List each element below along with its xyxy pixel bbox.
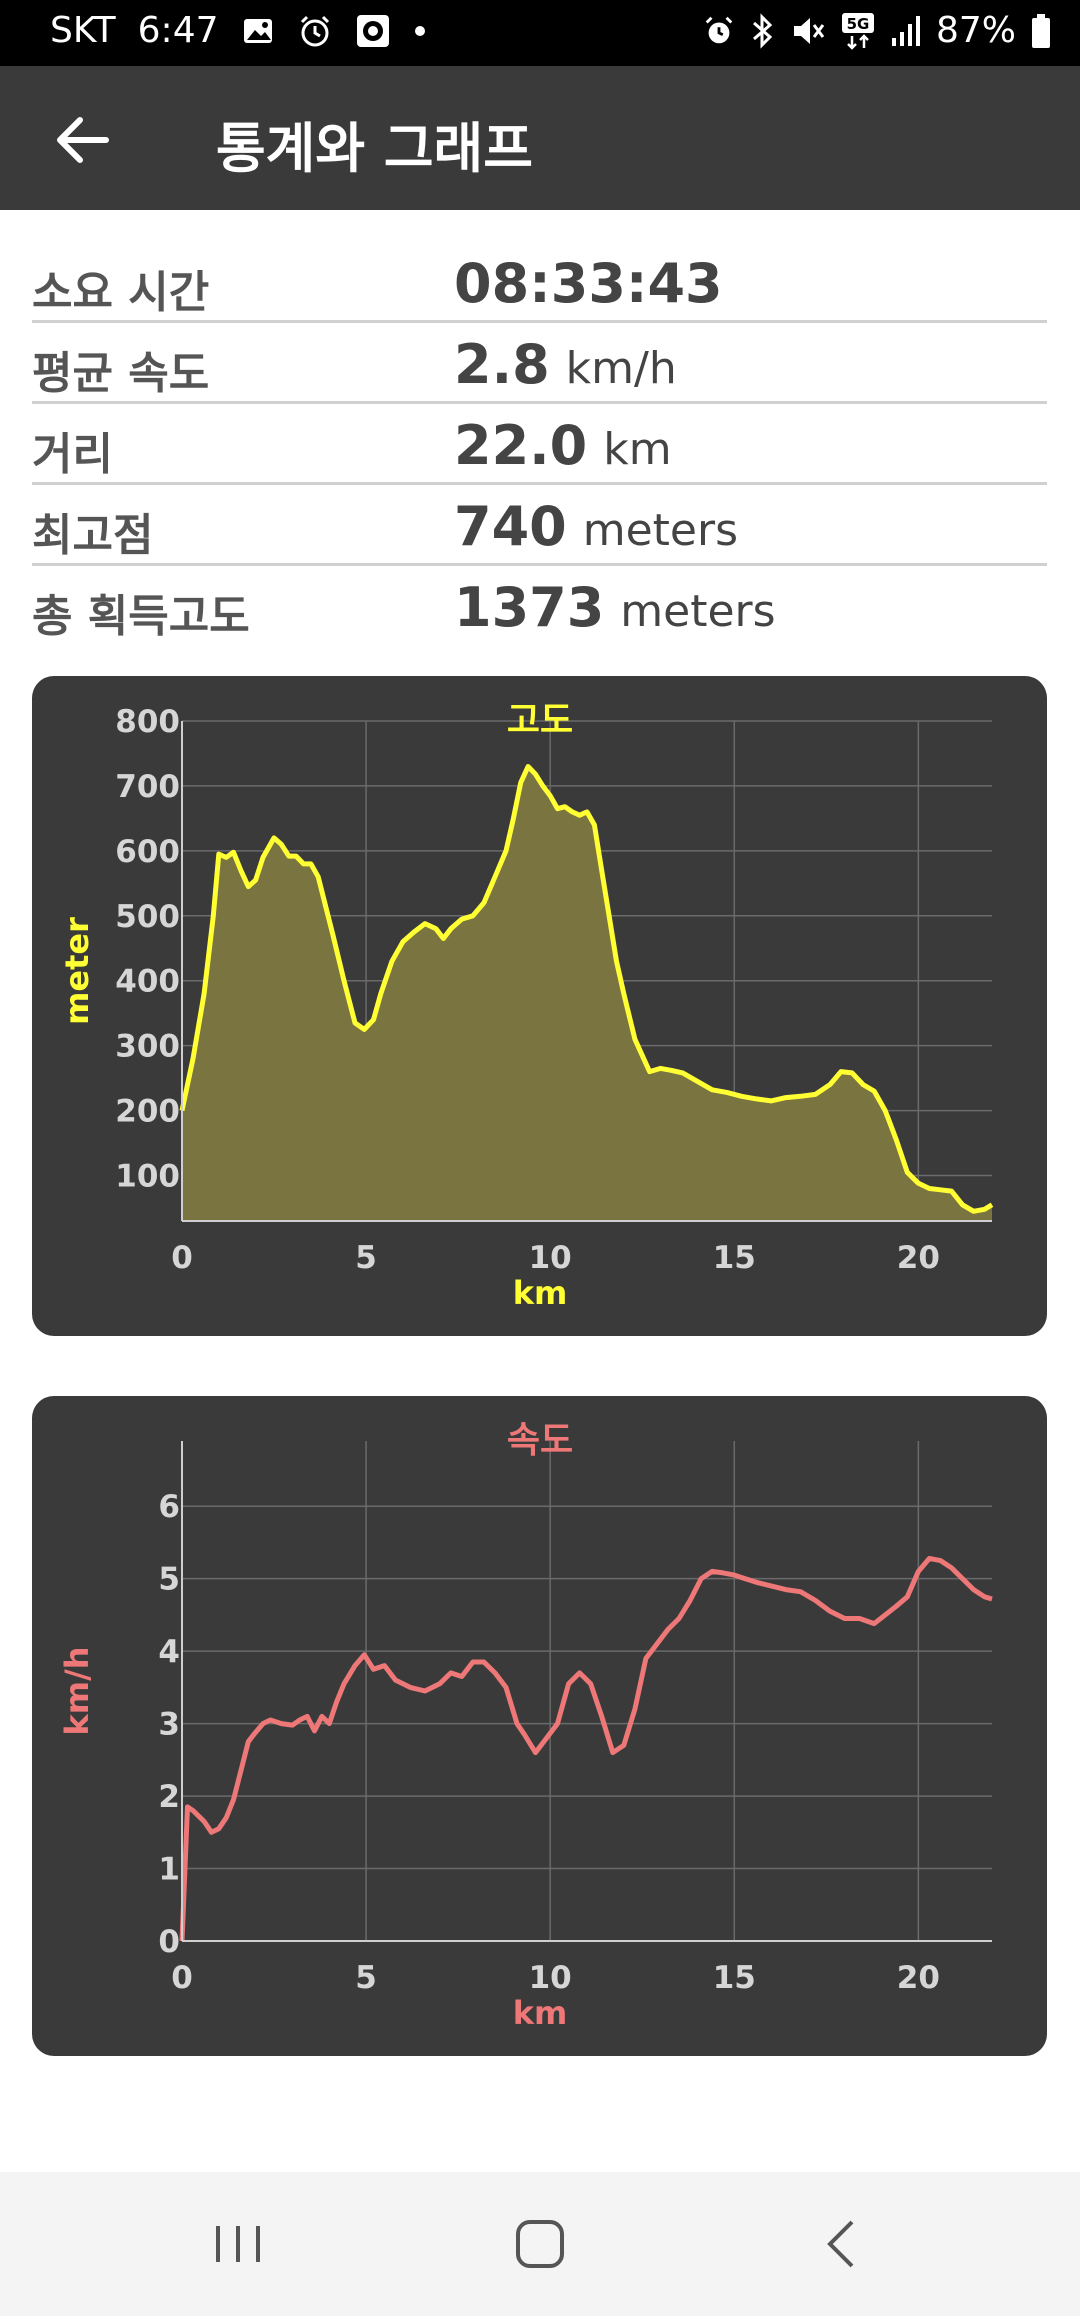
altitude-chart: 0 5 10 15 20 100 200 300 400 500 600 700 800 고도 km mete… <box>58 700 994 1312</box>
stat-row-duration: 소요 시간 08:33:43 <box>32 250 1047 323</box>
alarm-icon <box>300 15 329 46</box>
dot-icon <box>414 25 425 36</box>
stat-label: 최고점 <box>32 510 154 561</box>
x-tick-label: 10 <box>529 1240 572 1276</box>
image-icon <box>243 18 272 43</box>
x-tick-label: 5 <box>355 1960 377 1996</box>
x-axis-label: km <box>513 1994 568 2032</box>
back-nav-icon[interactable] <box>802 2208 882 2280</box>
stats-table: 소요 시간 08:33:43 평균 속도 2.8 km/h 거리 22.0 km 최… <box>32 250 1047 644</box>
x-tick-label: 20 <box>897 1960 940 1996</box>
battery-icon <box>1032 13 1050 48</box>
recent-apps-icon[interactable] <box>198 2208 278 2280</box>
stat-label: 평균 속도 <box>32 348 210 399</box>
y-tick-label: 500 <box>115 899 180 935</box>
y-axis-label: km/h <box>58 1646 96 1735</box>
x-axis-label: km <box>513 1274 568 1312</box>
y-tick-label: 600 <box>115 834 180 870</box>
stat-row-avg-speed: 평균 속도 2.8 km/h <box>32 323 1047 404</box>
home-icon[interactable] <box>500 2208 580 2280</box>
y-tick-label: 5 <box>158 1562 180 1598</box>
stat-unit: meters <box>620 586 776 637</box>
stat-label: 소요 시간 <box>32 267 210 318</box>
y-tick-label: 4 <box>158 1634 180 1670</box>
area-fill <box>182 766 992 1221</box>
carrier-label: SKT <box>50 10 116 51</box>
record-icon <box>356 14 389 47</box>
stat-value: 2.8 <box>454 333 550 396</box>
svg-text:5G: 5G <box>847 15 870 33</box>
altitude-chart-panel: 0 5 10 15 20 100 200 300 400 500 600 700 800 고도 km mete… <box>32 676 1047 1336</box>
stat-value: 22.0 <box>454 414 588 477</box>
y-tick-label: 2 <box>158 1779 180 1815</box>
y-tick-label: 3 <box>158 1707 180 1743</box>
stat-unit: km/h <box>565 343 677 394</box>
y-tick-label: 0 <box>158 1924 180 1960</box>
app-bar: 통계와 그래프 <box>0 66 1080 210</box>
x-tick-label: 15 <box>713 1960 756 1996</box>
battery-percent: 87% <box>935 10 1016 51</box>
x-tick-label: 0 <box>171 1240 193 1276</box>
clock: 6:47 <box>137 10 219 51</box>
x-tick-label: 0 <box>171 1960 193 1996</box>
x-tick-label: 20 <box>897 1240 940 1276</box>
status-bar: SKT 6:47 <box>0 0 1080 66</box>
x-tick-label: 10 <box>529 1960 572 1996</box>
stat-unit: km <box>603 424 672 475</box>
stat-row-distance: 거리 22.0 km <box>32 404 1047 485</box>
mute-icon <box>793 17 825 44</box>
stat-unit: meters <box>582 505 739 556</box>
stat-label: 거리 <box>32 429 113 480</box>
page-title: 통계와 그래프 <box>216 117 533 180</box>
series-line <box>179 764 994 1214</box>
signal-icon <box>891 15 920 46</box>
stat-value: 740 <box>454 495 567 558</box>
navigation-bar <box>0 2172 1080 2316</box>
y-tick-label: 800 <box>115 704 180 740</box>
stat-value: 1373 <box>454 576 605 639</box>
speed-chart: 0 5 10 15 20 0 1 2 3 4 5 6 속도 km km/h <box>58 1420 993 2032</box>
y-tick-label: 700 <box>115 769 180 805</box>
y-tick-label: 6 <box>158 1489 180 1525</box>
bluetooth-icon <box>752 12 773 49</box>
stat-label: 총 획득고도 <box>32 591 250 642</box>
chart-title: 속도 <box>507 1420 573 1461</box>
5g-icon: 5G <box>841 12 874 50</box>
y-tick-label: 1 <box>158 1852 180 1888</box>
stat-row-total-ascent: 총 획득고도 1373 meters <box>32 566 1047 644</box>
y-tick-label: 100 <box>115 1159 180 1195</box>
series-line <box>179 1555 993 1942</box>
speed-chart-panel: 0 5 10 15 20 0 1 2 3 4 5 6 속도 km km/h <box>32 1396 1047 2056</box>
y-axis-label: meter <box>58 917 96 1025</box>
y-tick-label: 400 <box>115 964 180 1000</box>
arrow-left-icon[interactable] <box>50 108 114 172</box>
chart-title: 고도 <box>507 700 573 741</box>
alarm-icon <box>705 16 733 43</box>
y-tick-label: 300 <box>115 1029 180 1065</box>
y-tick-label: 200 <box>115 1094 180 1130</box>
stat-value: 08:33:43 <box>454 252 723 315</box>
x-tick-label: 15 <box>713 1240 756 1276</box>
x-tick-label: 5 <box>355 1240 377 1276</box>
stat-row-max-altitude: 최고점 740 meters <box>32 485 1047 566</box>
